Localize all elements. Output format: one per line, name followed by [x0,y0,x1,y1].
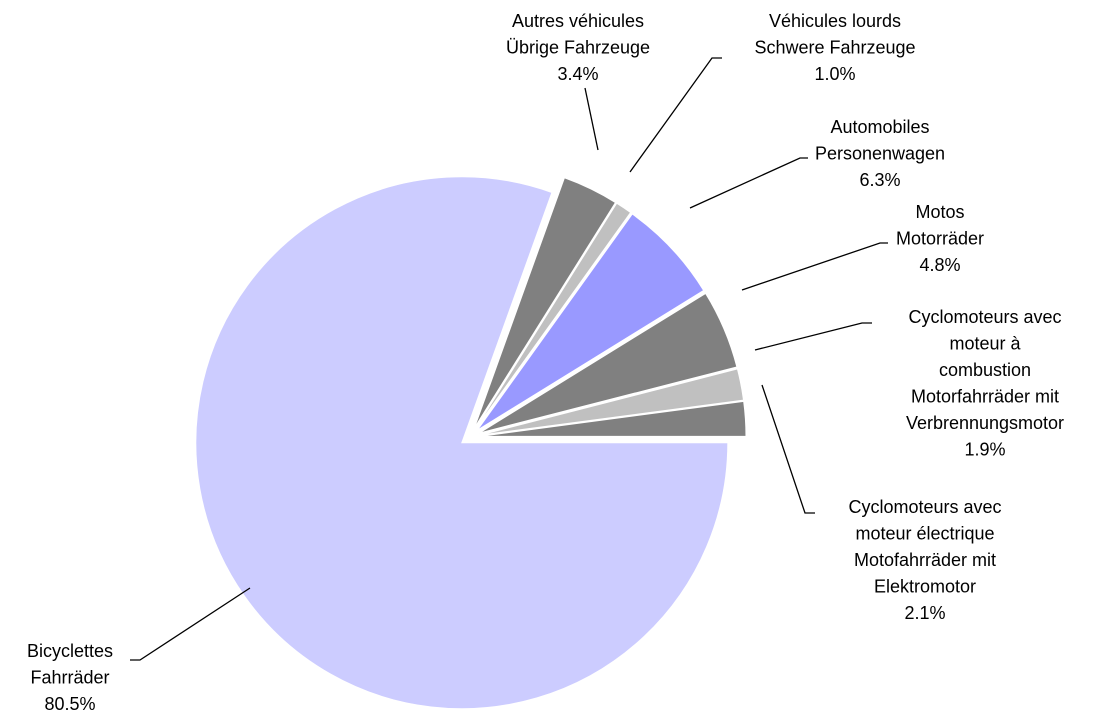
value-label: 2.1% [904,603,945,623]
value-label: 1.0% [814,64,855,84]
label-line: Motofahrräder mit [854,550,996,570]
leader-line [130,587,251,661]
label-line: Elektromotor [874,576,976,596]
slice-label: Automobiles Personenwagen 6.3% [815,117,945,190]
label-line: Automobiles [830,117,929,137]
value-label: 1.9% [964,439,1005,459]
label-line: Cyclomoteurs avec [848,497,1001,517]
slice-label: Cyclomoteurs avec moteur à combustion Motor… [906,307,1064,460]
leader-line [629,57,722,173]
pie-slice [475,202,632,429]
value-label: 3.4% [557,64,598,84]
leader-line [761,384,815,514]
label-line: combustion [939,360,1031,380]
label-line: Véhicules lourds [769,11,901,31]
value-label: 80.5% [44,694,95,714]
label-line: Motos [915,202,964,222]
label-line: Schwere Fahrzeuge [754,37,915,57]
label-line: moteur électrique [855,523,994,543]
leader-line [584,87,599,151]
value-label: 6.3% [859,170,900,190]
slice-label: Véhicules lourds Schwere Fahrzeuge 1.0% [754,11,915,84]
leader-line [754,322,872,351]
pie-slice [478,292,738,434]
pie-slice [479,368,745,436]
label-line: Übrige Fahrzeuge [506,37,650,57]
pie-slice [479,400,747,437]
label-line: moteur à [949,333,1021,353]
pie-slice [195,176,729,710]
label-line: Cyclomoteurs avec [908,307,1061,327]
label-line: Autres véhicules [512,11,644,31]
leader-line [689,157,808,209]
value-label: 4.8% [919,255,960,275]
slice-label: Motos Motorräder 4.8% [896,202,984,275]
label-line: Motorräder [896,228,984,248]
slice-label: Autres véhicules Übrige Fahrzeuge 3.4% [506,11,650,84]
slice-label: Cyclomoteurs avec moteur électrique Motofa… [848,497,1001,623]
label-line: Verbrennungsmotor [906,413,1064,433]
pie-slice [473,177,617,429]
pie-slice [476,213,705,431]
label-line: Fahrräder [30,667,109,687]
label-line: Personenwagen [815,143,945,163]
slice-label: Bicyclettes Fahrräder 80.5% [27,641,113,714]
label-line: Bicyclettes [27,641,113,661]
label-line: Motorfahrräder mit [911,386,1059,406]
leader-line [741,242,888,291]
